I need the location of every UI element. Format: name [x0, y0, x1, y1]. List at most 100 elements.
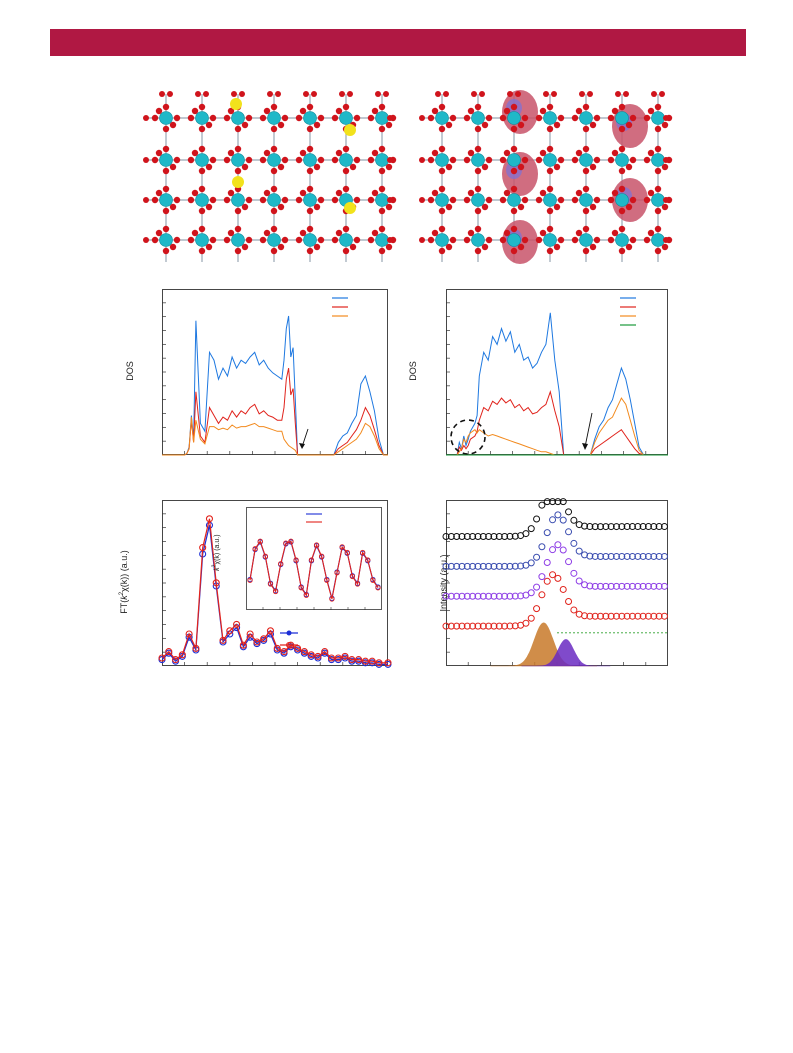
oxygen-atom — [378, 247, 386, 255]
oxygen-atom — [342, 167, 350, 175]
xps-marker — [581, 612, 589, 620]
inset-marker — [359, 549, 366, 556]
oxygen-atom — [449, 156, 457, 164]
xps-marker — [628, 582, 636, 590]
xps-marker — [474, 533, 482, 541]
oxygen-atom — [463, 236, 471, 244]
crystal-structure-right — [419, 82, 673, 272]
metal-atom — [231, 153, 245, 167]
ft-marker — [273, 644, 281, 652]
oxygen-atom — [517, 121, 525, 129]
oxygen-atom — [543, 91, 549, 97]
oxygen-atom — [467, 229, 475, 237]
dos-right-panel — [446, 289, 668, 456]
metal-atom — [471, 193, 485, 207]
ft-marker — [165, 648, 173, 656]
xps-marker — [463, 622, 471, 630]
oxygen-atom — [143, 237, 149, 243]
oxygen-atom — [629, 196, 637, 204]
oxygen-atom — [387, 237, 393, 243]
xps-marker — [597, 612, 605, 620]
oxygen-atom — [155, 107, 163, 115]
inset-marker — [267, 581, 274, 587]
oxygen-atom — [517, 163, 525, 171]
dos-series-orange — [162, 417, 388, 456]
metal-atom — [159, 193, 173, 207]
xps-marker — [447, 562, 455, 570]
oxygen-atom — [521, 236, 529, 244]
xps-marker — [479, 562, 487, 570]
xps-marker — [644, 552, 652, 560]
metal-atom — [507, 193, 521, 207]
xps-marker — [527, 559, 535, 567]
plot-frame — [446, 500, 668, 666]
legend-marker — [286, 642, 292, 648]
oxygen-atom — [162, 207, 170, 215]
ft-marker — [314, 652, 322, 660]
ft-marker — [280, 648, 288, 656]
oxygen-atom — [661, 203, 669, 211]
xps-marker — [501, 532, 509, 540]
oxygen-atom — [205, 121, 213, 129]
oxygen-atom — [155, 189, 163, 197]
oxygen-atom — [303, 91, 309, 97]
inset-marker — [365, 557, 371, 563]
oxygen-atom — [507, 91, 513, 97]
xps-marker — [479, 592, 487, 600]
oxygen-atom — [663, 237, 669, 243]
oxygen-atom — [557, 236, 565, 244]
oxygen-atom — [510, 103, 518, 111]
oxygen-atom — [517, 243, 525, 251]
xps-marker — [607, 582, 615, 590]
oxygen-atom — [270, 103, 278, 111]
xps-marker — [650, 582, 658, 590]
metal-atom — [579, 193, 593, 207]
oxygen-atom — [625, 243, 633, 251]
oxygen-atom — [654, 225, 662, 233]
oxygen-atom — [427, 114, 435, 122]
metal-atom — [507, 111, 521, 125]
oxygen-atom — [575, 229, 583, 237]
metal-atom — [339, 233, 353, 247]
metal-atom — [231, 193, 245, 207]
dos-series-red — [446, 390, 668, 456]
inset-marker — [278, 561, 284, 567]
oxygen-atom — [587, 91, 593, 97]
oxygen-atom — [643, 196, 651, 204]
oxygen-atom — [270, 145, 278, 153]
oxygen-atom — [546, 103, 554, 111]
metal-atom — [651, 111, 665, 125]
oxygen-atom — [582, 125, 590, 133]
metal-atom — [159, 153, 173, 167]
oxygen-atom — [173, 236, 181, 244]
oxygen-atom — [654, 125, 662, 133]
oxygen-atom — [593, 114, 601, 122]
oxygen-atom — [663, 197, 669, 203]
metal-atom — [267, 233, 281, 247]
oxygen-atom — [571, 236, 579, 244]
oxygen-atom — [661, 243, 669, 251]
oxygen-atom — [535, 114, 543, 122]
metal-atom — [507, 233, 521, 247]
oxygen-atom — [151, 156, 159, 164]
xps-panel — [442, 498, 668, 667]
xps-marker — [458, 592, 466, 600]
oxygen-atom — [263, 189, 271, 197]
xps-marker — [469, 622, 477, 630]
oxygen-atom — [367, 196, 375, 204]
inset-marker — [308, 557, 315, 563]
xps-marker — [602, 523, 610, 531]
oxygen-atom — [485, 236, 493, 244]
metal-atom — [615, 111, 629, 125]
oxygen-atom — [371, 229, 379, 237]
inset-marker — [262, 553, 269, 559]
metal-atom — [651, 233, 665, 247]
oxygen-atom — [162, 145, 170, 153]
oxygen-atom — [618, 103, 626, 111]
oxygen-atom — [191, 107, 199, 115]
arrow-head — [582, 443, 588, 450]
dos-series-blue — [162, 315, 388, 456]
crystal-right-image — [419, 90, 673, 264]
xps-marker — [591, 552, 599, 560]
dopant-atom — [232, 176, 244, 188]
